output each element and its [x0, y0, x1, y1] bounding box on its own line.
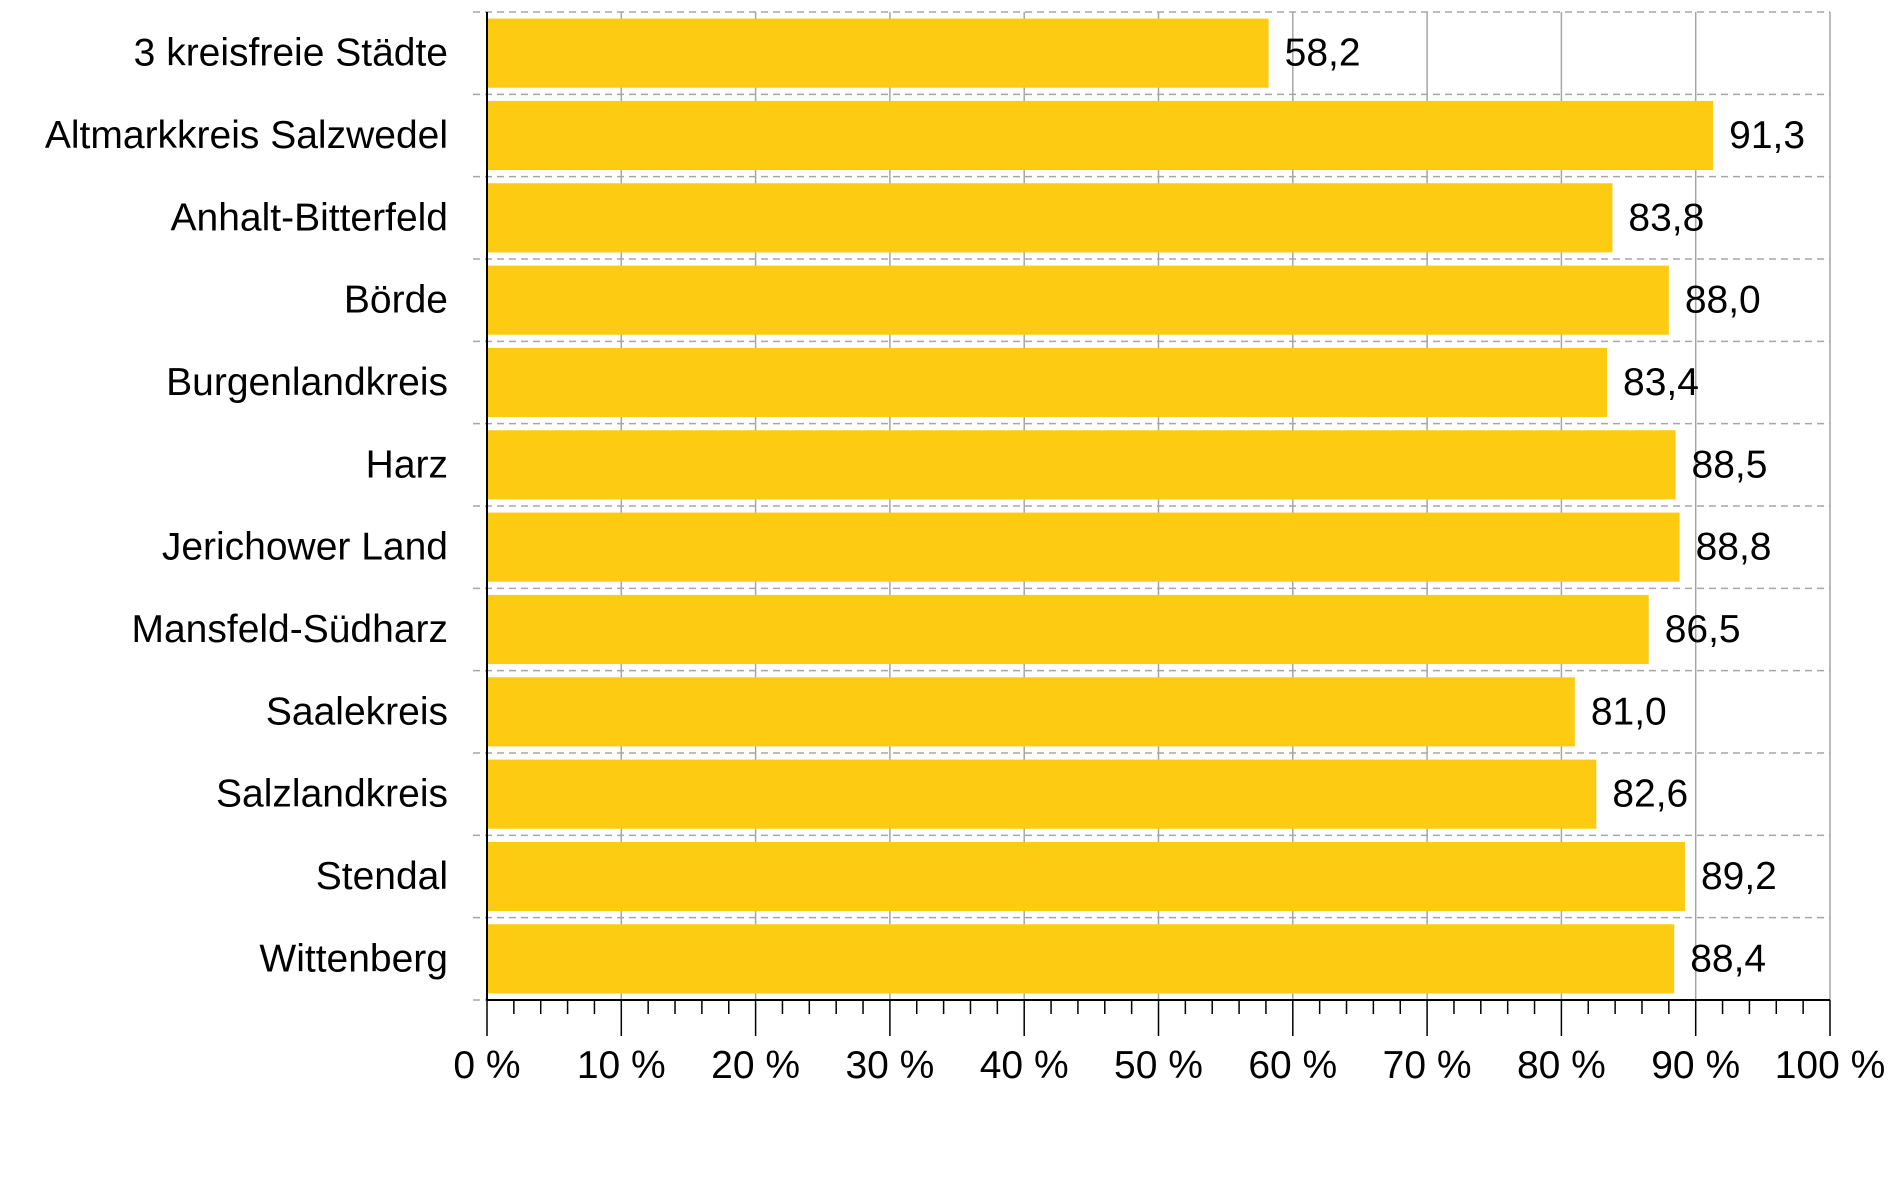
bar — [487, 18, 1269, 88]
data-label: 83,4 — [1623, 361, 1699, 404]
data-label: 88,0 — [1685, 279, 1761, 322]
category-label: Salzlandkreis — [216, 773, 448, 816]
bar — [487, 430, 1676, 500]
category-label: 3 kreisfreie Städte — [134, 32, 448, 75]
data-label: 88,4 — [1690, 937, 1766, 980]
bar — [487, 100, 1714, 171]
data-label: 89,2 — [1701, 855, 1777, 898]
bar — [487, 677, 1575, 747]
x-tick-label: 10 % — [577, 1044, 666, 1087]
x-tick-label: 20 % — [711, 1044, 800, 1087]
data-label: 91,3 — [1729, 114, 1805, 157]
category-label: Jerichower Land — [162, 526, 448, 569]
bars — [487, 18, 1714, 994]
bar — [487, 841, 1685, 912]
category-label: Mansfeld-Südharz — [132, 608, 449, 651]
bar — [487, 347, 1608, 418]
bar — [487, 183, 1613, 253]
x-tick-label: 100 % — [1775, 1044, 1886, 1087]
bar — [487, 512, 1680, 582]
data-label: 81,0 — [1591, 690, 1667, 733]
category-label: Stendal — [316, 855, 448, 898]
x-tick-label: 0 % — [453, 1044, 520, 1087]
category-label: Altmarkkreis Salzwedel — [45, 114, 448, 157]
data-label: 86,5 — [1665, 608, 1741, 651]
x-tick-label: 50 % — [1114, 1044, 1203, 1087]
data-label: 83,8 — [1628, 196, 1704, 239]
x-tick-label: 70 % — [1383, 1044, 1472, 1087]
axes — [486, 12, 1831, 1036]
bar — [487, 594, 1649, 665]
bar — [487, 924, 1675, 994]
data-label: 58,2 — [1285, 32, 1361, 75]
category-label: Anhalt-Bitterfeld — [171, 196, 448, 239]
data-label: 88,8 — [1696, 526, 1772, 569]
category-label: Harz — [366, 443, 448, 486]
bar — [487, 759, 1597, 829]
category-label: Burgenlandkreis — [166, 361, 448, 404]
data-label: 82,6 — [1612, 773, 1688, 816]
category-label: Börde — [344, 279, 448, 322]
labels: 58,2 3 kreisfreie Städte 91,3 Altmarkkreis … — [45, 32, 1885, 1087]
category-label: Saalekreis — [266, 690, 448, 733]
x-tick-label: 30 % — [845, 1044, 934, 1087]
x-tick-label: 90 % — [1651, 1044, 1740, 1087]
x-tick-label: 60 % — [1248, 1044, 1337, 1087]
data-label: 88,5 — [1692, 443, 1768, 486]
gridlines — [473, 11, 1831, 1001]
x-tick-label: 80 % — [1517, 1044, 1606, 1087]
x-tick-label: 40 % — [980, 1044, 1069, 1087]
category-label: Wittenberg — [259, 937, 448, 980]
bar — [487, 265, 1669, 335]
